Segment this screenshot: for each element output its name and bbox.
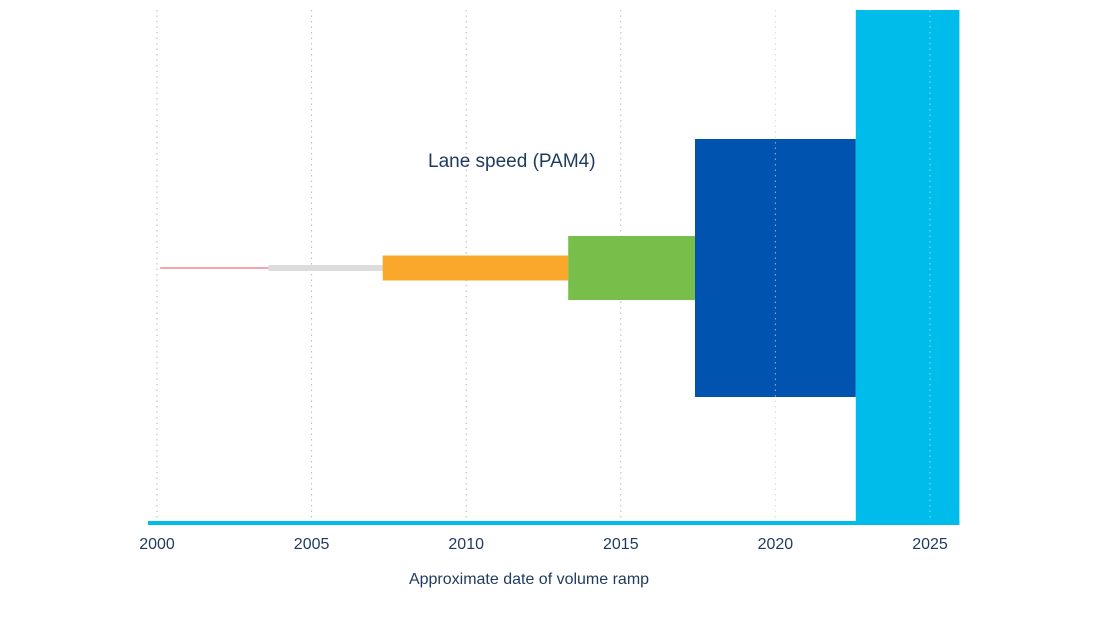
x-tick-label-2025: 2025: [912, 536, 948, 553]
bar-0: [160, 267, 352, 269]
bar-3: [568, 236, 720, 300]
bar-1: [268, 265, 430, 271]
bar-5: [855, 10, 960, 525]
x-tick-label-2005: 2005: [294, 536, 330, 553]
bars: [160, 10, 960, 525]
x-tick-labels: 2000 2005 2010 2015 2020 2025: [139, 536, 948, 553]
bar-2: [382, 255, 569, 281]
bar-4: [695, 139, 856, 397]
x-tick-label-2020: 2020: [758, 536, 794, 553]
x-tick-label-2015: 2015: [603, 536, 639, 553]
x-tick-label-2010: 2010: [448, 536, 484, 553]
x-axis-label: Approximate date of volume ramp: [409, 571, 649, 588]
chart-annotation: Lane speed (PAM4): [428, 151, 596, 172]
x-tick-label-2000: 2000: [139, 536, 175, 553]
